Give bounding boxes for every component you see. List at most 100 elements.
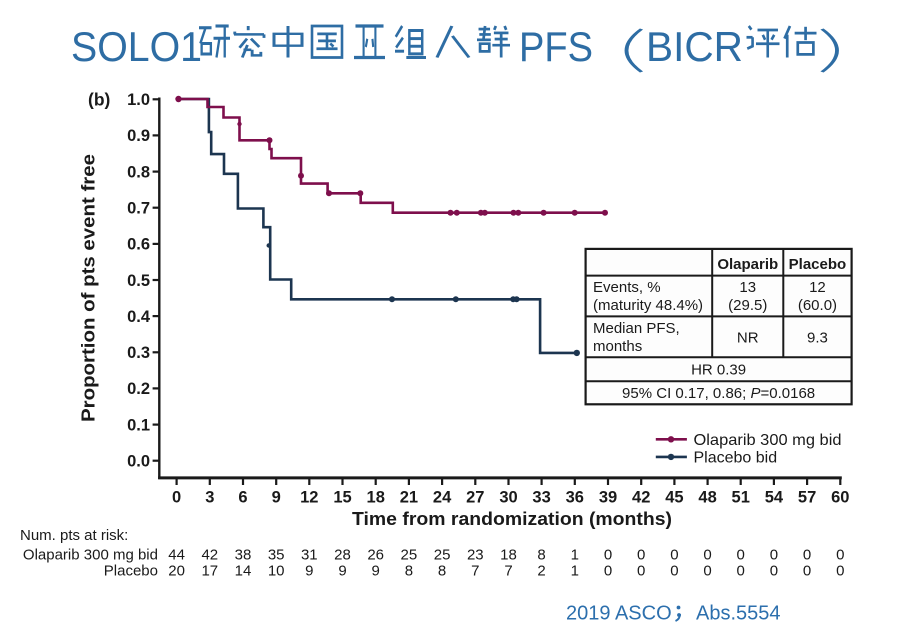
- svg-text:42: 42: [632, 489, 650, 507]
- svg-text:18: 18: [367, 489, 385, 507]
- svg-text:39: 39: [599, 489, 617, 507]
- svg-text:0: 0: [703, 563, 711, 580]
- svg-text:0.6: 0.6: [127, 236, 150, 254]
- svg-text:36: 36: [566, 489, 584, 507]
- svg-text:0: 0: [836, 563, 844, 580]
- svg-text:95% CI 0.17, 0.86; P=0.0168: 95% CI 0.17, 0.86; P=0.0168: [622, 385, 815, 402]
- svg-text:Olaparib 300 mg bid: Olaparib 300 mg bid: [23, 547, 158, 564]
- svg-text:8: 8: [537, 547, 545, 564]
- svg-text:6: 6: [238, 489, 247, 507]
- svg-text:0: 0: [604, 563, 612, 580]
- svg-text:48: 48: [698, 489, 716, 507]
- svg-text:28: 28: [334, 547, 351, 564]
- svg-text:0: 0: [836, 547, 844, 564]
- svg-text:12: 12: [809, 279, 826, 296]
- svg-text:1: 1: [571, 547, 579, 564]
- svg-text:30: 30: [499, 489, 517, 507]
- svg-text:15: 15: [333, 489, 351, 507]
- svg-text:0: 0: [670, 547, 678, 564]
- svg-text:(29.5): (29.5): [728, 297, 767, 314]
- svg-text:2: 2: [537, 563, 545, 580]
- svg-text:Time from randomization (month: Time from randomization (months): [352, 508, 672, 529]
- svg-text:9: 9: [272, 489, 281, 507]
- svg-text:Olaparib: Olaparib: [717, 256, 778, 273]
- svg-text:0: 0: [172, 489, 181, 507]
- svg-text:HR 0.39: HR 0.39: [691, 362, 746, 379]
- svg-text:17: 17: [201, 563, 218, 580]
- svg-text:0: 0: [737, 547, 745, 564]
- svg-text:0: 0: [703, 547, 711, 564]
- svg-text:1.0: 1.0: [127, 91, 150, 109]
- svg-text:0.1: 0.1: [127, 416, 150, 434]
- svg-text:0.2: 0.2: [127, 380, 150, 398]
- svg-text:0: 0: [803, 547, 811, 564]
- svg-text:0.5: 0.5: [127, 272, 150, 290]
- svg-text:(maturity 48.4%): (maturity 48.4%): [593, 297, 703, 314]
- svg-text:33: 33: [532, 489, 550, 507]
- svg-text:25: 25: [401, 547, 418, 564]
- svg-text:0: 0: [770, 563, 778, 580]
- svg-text:42: 42: [201, 547, 218, 564]
- svg-text:PFS: PFS: [519, 23, 593, 70]
- svg-text:8: 8: [405, 563, 413, 580]
- svg-text:54: 54: [765, 489, 784, 507]
- svg-text:0: 0: [670, 563, 678, 580]
- svg-text:0.7: 0.7: [127, 200, 150, 218]
- svg-text:months: months: [593, 338, 642, 355]
- svg-text:0: 0: [803, 563, 811, 580]
- svg-text:Placebo: Placebo: [789, 256, 847, 273]
- svg-text:NR: NR: [737, 330, 759, 347]
- svg-text:1: 1: [571, 563, 579, 580]
- svg-text:Proportion of pts event free: Proportion of pts event free: [78, 154, 99, 422]
- svg-text:44: 44: [168, 547, 185, 564]
- svg-text:0: 0: [637, 547, 645, 564]
- svg-text:7: 7: [471, 563, 479, 580]
- svg-text:26: 26: [367, 547, 384, 564]
- svg-text:0: 0: [737, 563, 745, 580]
- svg-text:13: 13: [739, 279, 756, 296]
- svg-text:38: 38: [235, 547, 252, 564]
- svg-text:Placebo: Placebo: [104, 563, 158, 580]
- svg-text:0.3: 0.3: [127, 344, 150, 362]
- svg-text:0: 0: [770, 547, 778, 564]
- svg-text:24: 24: [433, 489, 452, 507]
- svg-text:25: 25: [434, 547, 451, 564]
- svg-text:SOLO1: SOLO1: [71, 23, 202, 70]
- svg-text:7: 7: [504, 563, 512, 580]
- svg-text:14: 14: [235, 563, 252, 580]
- svg-text:9: 9: [305, 563, 313, 580]
- svg-text:0: 0: [637, 563, 645, 580]
- svg-text:3: 3: [205, 489, 214, 507]
- svg-text:0.0: 0.0: [127, 453, 150, 471]
- svg-text:60: 60: [831, 489, 849, 507]
- svg-text:9: 9: [338, 563, 346, 580]
- svg-text:Num. pts at risk:: Num. pts at risk:: [20, 527, 128, 544]
- svg-text:0.8: 0.8: [127, 163, 150, 181]
- svg-text:12: 12: [300, 489, 318, 507]
- svg-text:45: 45: [665, 489, 683, 507]
- svg-text:21: 21: [400, 489, 418, 507]
- svg-text:18: 18: [500, 547, 517, 564]
- svg-text:Events, %: Events, %: [593, 279, 661, 296]
- svg-text:9: 9: [372, 563, 380, 580]
- svg-text:10: 10: [268, 563, 285, 580]
- svg-text:Median PFS,: Median PFS,: [593, 320, 680, 337]
- svg-text:35: 35: [268, 547, 285, 564]
- svg-text:31: 31: [301, 547, 318, 564]
- svg-text:57: 57: [798, 489, 816, 507]
- svg-text:8: 8: [438, 563, 446, 580]
- svg-text:(b): (b): [88, 90, 110, 110]
- svg-text:Placebo bid: Placebo bid: [694, 449, 778, 466]
- svg-text:(60.0): (60.0): [798, 297, 837, 314]
- svg-text:2019 ASCO: 2019 ASCO: [566, 603, 672, 625]
- svg-text:9.3: 9.3: [807, 330, 828, 347]
- svg-text:BICR: BICR: [646, 23, 743, 70]
- svg-text:0.4: 0.4: [127, 308, 151, 326]
- svg-text:Abs.5554: Abs.5554: [696, 603, 781, 625]
- svg-text:0.9: 0.9: [127, 127, 150, 145]
- svg-text:23: 23: [467, 547, 484, 564]
- svg-text:27: 27: [466, 489, 484, 507]
- svg-text:Olaparib 300 mg bid: Olaparib 300 mg bid: [694, 432, 842, 449]
- svg-text:20: 20: [168, 563, 185, 580]
- svg-text:51: 51: [732, 489, 750, 507]
